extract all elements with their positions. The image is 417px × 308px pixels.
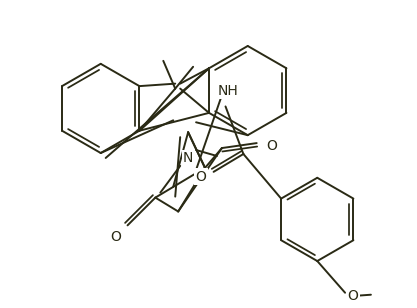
Text: NH: NH [218,83,239,98]
Text: O: O [266,139,277,153]
Text: O: O [195,170,206,184]
Text: N: N [183,151,193,165]
Text: O: O [110,230,121,244]
Text: O: O [348,289,359,303]
